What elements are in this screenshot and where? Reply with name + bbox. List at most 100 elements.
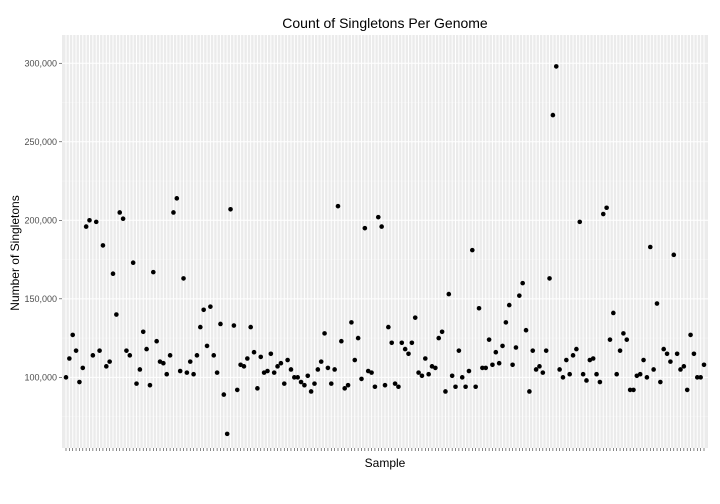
data-point: [654, 301, 660, 306]
data-point: [345, 382, 351, 388]
data-point: [352, 357, 358, 363]
data-point: [308, 389, 314, 394]
data-point: [191, 371, 196, 377]
data-point: [234, 387, 240, 393]
data-point: [349, 320, 354, 325]
data-point: [604, 205, 609, 211]
data-point: [208, 304, 213, 309]
data-point: [382, 382, 388, 388]
data-point: [174, 196, 180, 201]
data-point: [517, 293, 522, 298]
data-point: [644, 375, 650, 380]
data-point: [258, 354, 264, 360]
y-tick-label: 250,000: [24, 137, 57, 147]
data-point: [433, 365, 438, 371]
data-point: [641, 357, 646, 363]
data-point: [342, 386, 348, 391]
data-point: [332, 367, 337, 372]
data-point: [547, 276, 552, 281]
data-point: [295, 375, 300, 380]
data-point: [130, 260, 136, 265]
data-point: [678, 367, 683, 372]
data-point: [241, 364, 247, 369]
data-point: [664, 351, 670, 357]
data-point: [318, 359, 324, 364]
data-point: [288, 367, 294, 372]
data-point: [597, 379, 603, 385]
y-tick-label: 150,000: [24, 294, 57, 304]
data-point: [540, 370, 546, 375]
data-point: [459, 375, 465, 380]
data-point: [466, 368, 472, 374]
data-point: [674, 351, 680, 357]
data-point: [315, 367, 321, 372]
data-point: [694, 375, 700, 380]
data-point: [305, 373, 311, 379]
data-point: [144, 346, 149, 352]
data-point: [83, 224, 89, 229]
data-point: [611, 310, 616, 316]
data-point: [691, 351, 697, 357]
data-point: [285, 357, 290, 363]
data-point: [496, 360, 502, 366]
data-point: [110, 271, 116, 276]
data-point: [151, 269, 156, 275]
data-point: [211, 353, 217, 358]
data-point: [537, 364, 542, 369]
data-point: [292, 375, 297, 380]
data-point: [93, 219, 99, 225]
data-point: [117, 210, 123, 215]
data-point: [476, 305, 482, 311]
data-point: [392, 381, 398, 386]
data-point: [137, 367, 143, 372]
data-point: [218, 321, 223, 327]
data-point: [570, 353, 576, 358]
data-point: [177, 368, 183, 374]
data-point: [500, 343, 505, 349]
data-point: [419, 373, 425, 379]
data-point: [339, 338, 344, 344]
data-point: [171, 210, 176, 215]
data-point: [271, 370, 277, 375]
data-point: [355, 335, 361, 341]
data-point: [671, 252, 677, 258]
data-point: [637, 371, 643, 377]
data-point: [530, 348, 536, 353]
data-point: [228, 207, 233, 212]
data-point: [231, 323, 237, 328]
data-point: [325, 365, 331, 371]
data-point: [389, 340, 395, 346]
data-point: [362, 225, 368, 231]
data-point: [627, 387, 633, 393]
x-axis-label: Sample: [365, 456, 406, 470]
data-point: [527, 389, 532, 394]
data-point: [456, 348, 462, 353]
data-point: [396, 384, 401, 390]
data-point: [416, 370, 421, 375]
data-point: [204, 343, 210, 349]
data-point: [439, 329, 445, 335]
data-point: [523, 327, 529, 333]
data-point: [298, 379, 304, 385]
data-point: [574, 346, 579, 352]
data-point: [503, 320, 509, 325]
data-point: [87, 218, 92, 223]
data-point: [312, 381, 317, 386]
data-point: [80, 365, 86, 371]
data-point: [268, 351, 274, 357]
data-point: [412, 315, 418, 320]
data-point: [251, 349, 257, 355]
data-point: [624, 337, 630, 342]
data-point: [651, 367, 656, 372]
data-point: [647, 244, 653, 250]
y-tick-label: 200,000: [24, 215, 57, 225]
data-point: [543, 348, 549, 353]
data-point: [480, 365, 485, 371]
chart-title: Count of Singletons Per Genome: [282, 15, 488, 31]
data-point: [302, 382, 307, 388]
data-point: [600, 211, 606, 217]
data-point: [281, 381, 287, 386]
y-axis-label: Number of Singletons: [8, 195, 22, 310]
data-point: [275, 364, 280, 369]
data-point: [577, 219, 583, 225]
